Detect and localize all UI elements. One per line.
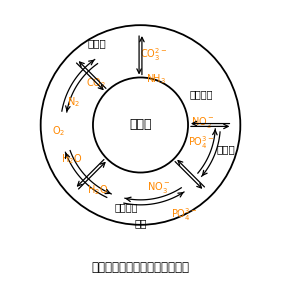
Text: NO$_3^-$: NO$_3^-$ [191,115,214,130]
Text: N$_2$: N$_2$ [67,96,80,109]
Text: NH$_3$: NH$_3$ [146,72,166,86]
Text: 自然界中部分物质的循环示意图: 自然界中部分物质的循环示意图 [92,261,189,274]
Text: CO$_2$: CO$_2$ [87,77,106,90]
Text: 金属离子: 金属离子 [189,89,213,99]
Text: H$_2$O: H$_2$O [61,153,82,166]
Text: CO$_3^{2-}$: CO$_3^{2-}$ [140,46,167,63]
Text: 岩石圈: 岩石圈 [217,144,235,154]
Text: 生物圈: 生物圈 [129,118,152,132]
Text: PO$_4^{3-}$: PO$_4^{3-}$ [171,206,198,223]
Text: 金属离子: 金属离子 [114,202,138,212]
Text: PO$_4^{3-}$: PO$_4^{3-}$ [188,134,214,151]
Text: O$_2$: O$_2$ [52,124,65,138]
Text: 大气圈: 大气圈 [87,38,106,48]
Text: H$_2$O: H$_2$O [87,183,108,197]
Text: NO$_3^-$: NO$_3^-$ [147,181,170,196]
Text: 水圈: 水圈 [134,219,147,229]
